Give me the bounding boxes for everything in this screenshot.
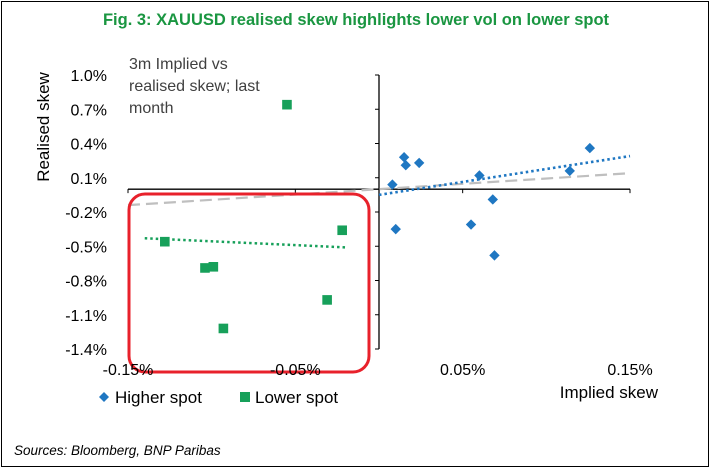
x-tick-label: 0.05% (440, 362, 485, 379)
higher-spot-point (387, 179, 398, 190)
higher-spot-point (390, 223, 401, 235)
legend-marker-higher-spot (99, 392, 109, 402)
overall-trendline (127, 172, 631, 207)
lower-spot-point (337, 225, 347, 236)
x-tick-label: -0.15% (103, 362, 154, 379)
lower-spot-point (218, 323, 229, 334)
source-note: Sources: Bloomberg, BNP Paribas (14, 443, 221, 458)
x-tick-label: -0.05% (270, 362, 321, 379)
legend-marker-lower-spot (240, 392, 250, 402)
y-tick-label: -0.5% (65, 239, 107, 256)
y-tick-label: 0.4% (71, 137, 107, 154)
legend-label-higher-spot: Higher spot (115, 388, 202, 407)
higher-spot-point (400, 159, 411, 171)
highlight-layer (127, 192, 371, 374)
y-tick-label: -1.4% (65, 342, 107, 359)
higher-spot-trendline (378, 154, 631, 197)
y-tick-label: -1.1% (65, 308, 107, 325)
y-tick-label: 0.1% (71, 171, 107, 188)
lower-spot-point (322, 295, 332, 305)
lower-spot-point (282, 99, 292, 110)
chart-title: Fig. 3: XAUUSD realised skew highlights … (102, 11, 610, 29)
lower-spot-point (208, 262, 219, 272)
points-layer (160, 99, 596, 334)
y-axis-title: Realised skew (34, 71, 53, 181)
text-layer: 1.0% 0.7% 0.4% 0.1% -0.2% -0.5% -0.8% -1.1% -1.4… (34, 56, 659, 407)
x-axis-title: Implied skew (560, 383, 659, 402)
higher-spot-point (465, 219, 477, 230)
lower-spot-point (200, 263, 210, 273)
higher-spot-point (413, 157, 425, 169)
higher-spot-point (584, 142, 596, 154)
trendlines-layer (127, 154, 631, 249)
y-tick-label: -0.2% (65, 205, 107, 222)
scatter-chart: 1.0% 0.7% 0.4% 0.1% -0.2% -0.5% -0.8% -1.1% -1.4… (34, 56, 659, 407)
higher-spot-point (564, 165, 575, 177)
lower-spot-point (160, 236, 170, 247)
axes-layer (127, 74, 631, 350)
higher-spot-point (474, 170, 485, 181)
highlight-box (127, 192, 371, 374)
y-tick-label: 0.7% (71, 102, 107, 119)
higher-spot-point (489, 250, 500, 261)
y-tick-label: 1.0% (71, 68, 107, 85)
chart-annotation-line: realised skew; last (129, 78, 260, 95)
chart-annotation-line: month (129, 100, 173, 117)
chart-annotation-line: 3m Implied vs (129, 56, 228, 73)
higher-spot-point (398, 152, 410, 163)
legend-label-lower-spot: Lower spot (255, 388, 338, 407)
lower-spot-trendline (144, 236, 346, 249)
y-tick-label: -0.8% (65, 274, 107, 291)
x-tick-label: 0.15% (607, 362, 652, 379)
higher-spot-point (487, 194, 498, 205)
